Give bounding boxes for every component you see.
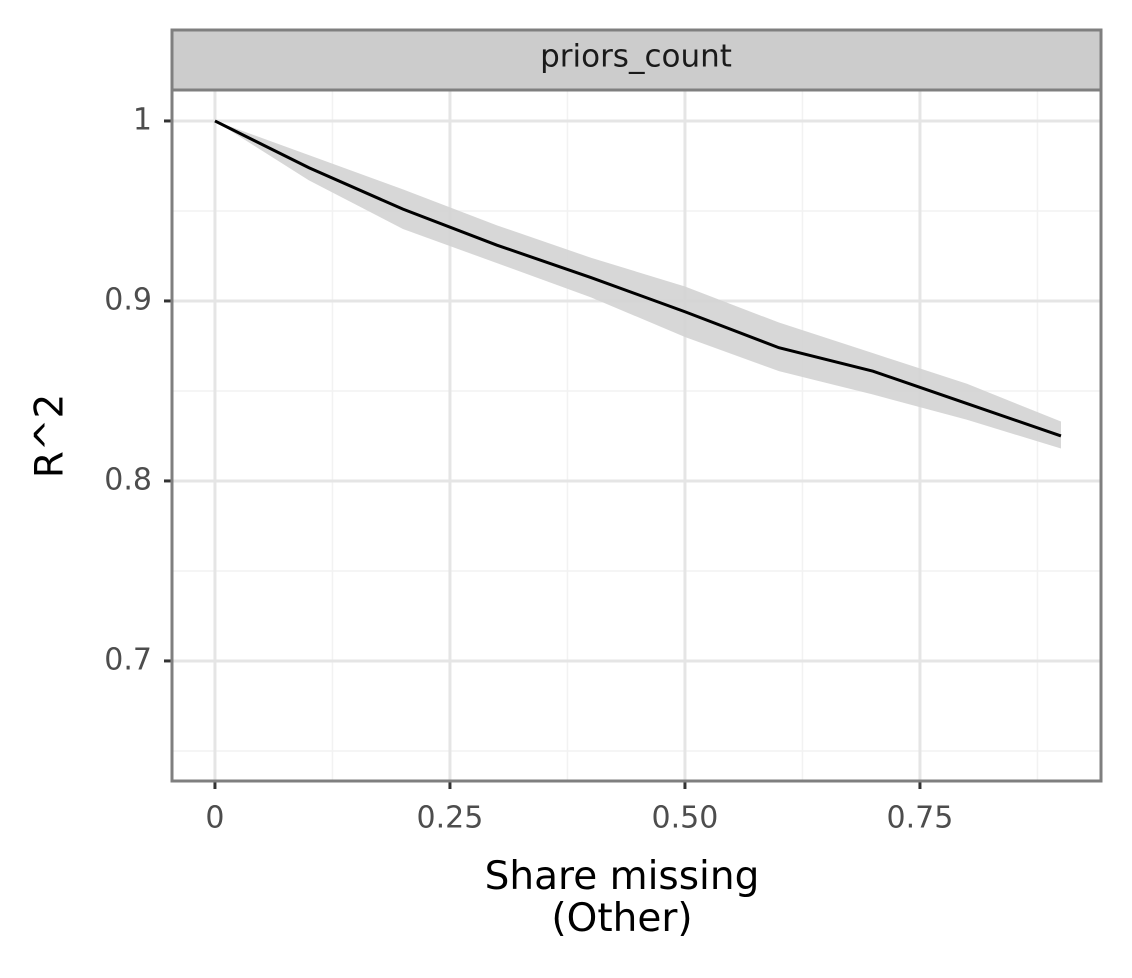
y-tick-label: 1 [133,102,152,137]
y-axis-title: R^2 [28,394,73,479]
panel-border [170,88,1103,783]
strip-label: priors_count [540,39,732,75]
panel [172,90,1101,781]
x-tick-label: 0.25 [417,801,484,836]
line [214,119,1062,438]
y-tick-label: 0.9 [104,282,152,317]
strip [170,28,1103,92]
y-tick-label: 0.7 [104,642,152,677]
x-tick-label: 0.50 [652,801,719,836]
x-tick-label: 0.75 [887,801,954,836]
y-tick-label: 0.8 [104,462,152,497]
x-axis-title: Share missing (Other) [485,854,760,941]
x-tick-label: 0 [205,801,224,836]
